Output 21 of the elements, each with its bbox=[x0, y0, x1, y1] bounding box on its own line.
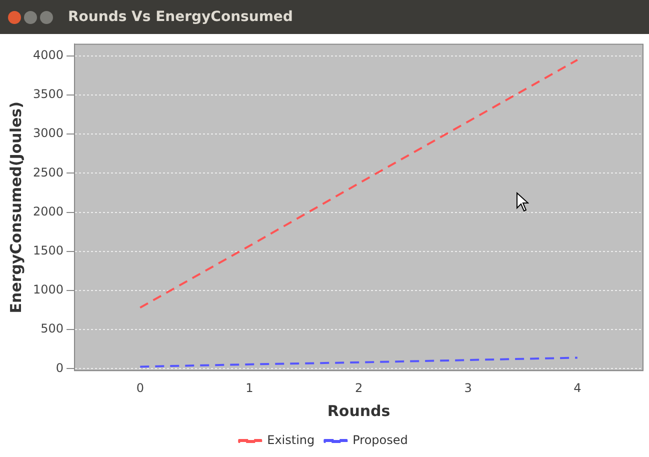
legend-label: Existing bbox=[267, 433, 315, 448]
y-axis-title: EnergyConsumed(Joules) bbox=[6, 102, 25, 314]
y-tick-label: 500 bbox=[40, 322, 64, 336]
x-axis-title: Rounds bbox=[327, 402, 390, 420]
x-tick-label: 3 bbox=[464, 380, 472, 395]
y-tick-label: 3500 bbox=[32, 87, 64, 102]
chart-title: Rounds Vs EnergyConsumed bbox=[68, 9, 293, 25]
y-tick-label: 0 bbox=[56, 360, 64, 375]
y-tick-label: 1000 bbox=[32, 282, 64, 297]
y-tick-label: 2000 bbox=[32, 204, 64, 218]
legend-label: Proposed bbox=[352, 433, 408, 448]
x-tick-label: 4 bbox=[574, 380, 582, 395]
y-tick-label: 2500 bbox=[32, 165, 64, 180]
line-series bbox=[139, 58, 578, 309]
x-tick-label: 0 bbox=[136, 380, 144, 395]
x-tick-label: 2 bbox=[354, 380, 363, 395]
x-tick-label: 1 bbox=[246, 380, 254, 395]
y-tick-label: 3000 bbox=[32, 126, 64, 140]
line-series bbox=[139, 356, 578, 368]
y-tick-label: 1500 bbox=[32, 244, 64, 258]
y-tick-label: 4000 bbox=[32, 48, 64, 62]
